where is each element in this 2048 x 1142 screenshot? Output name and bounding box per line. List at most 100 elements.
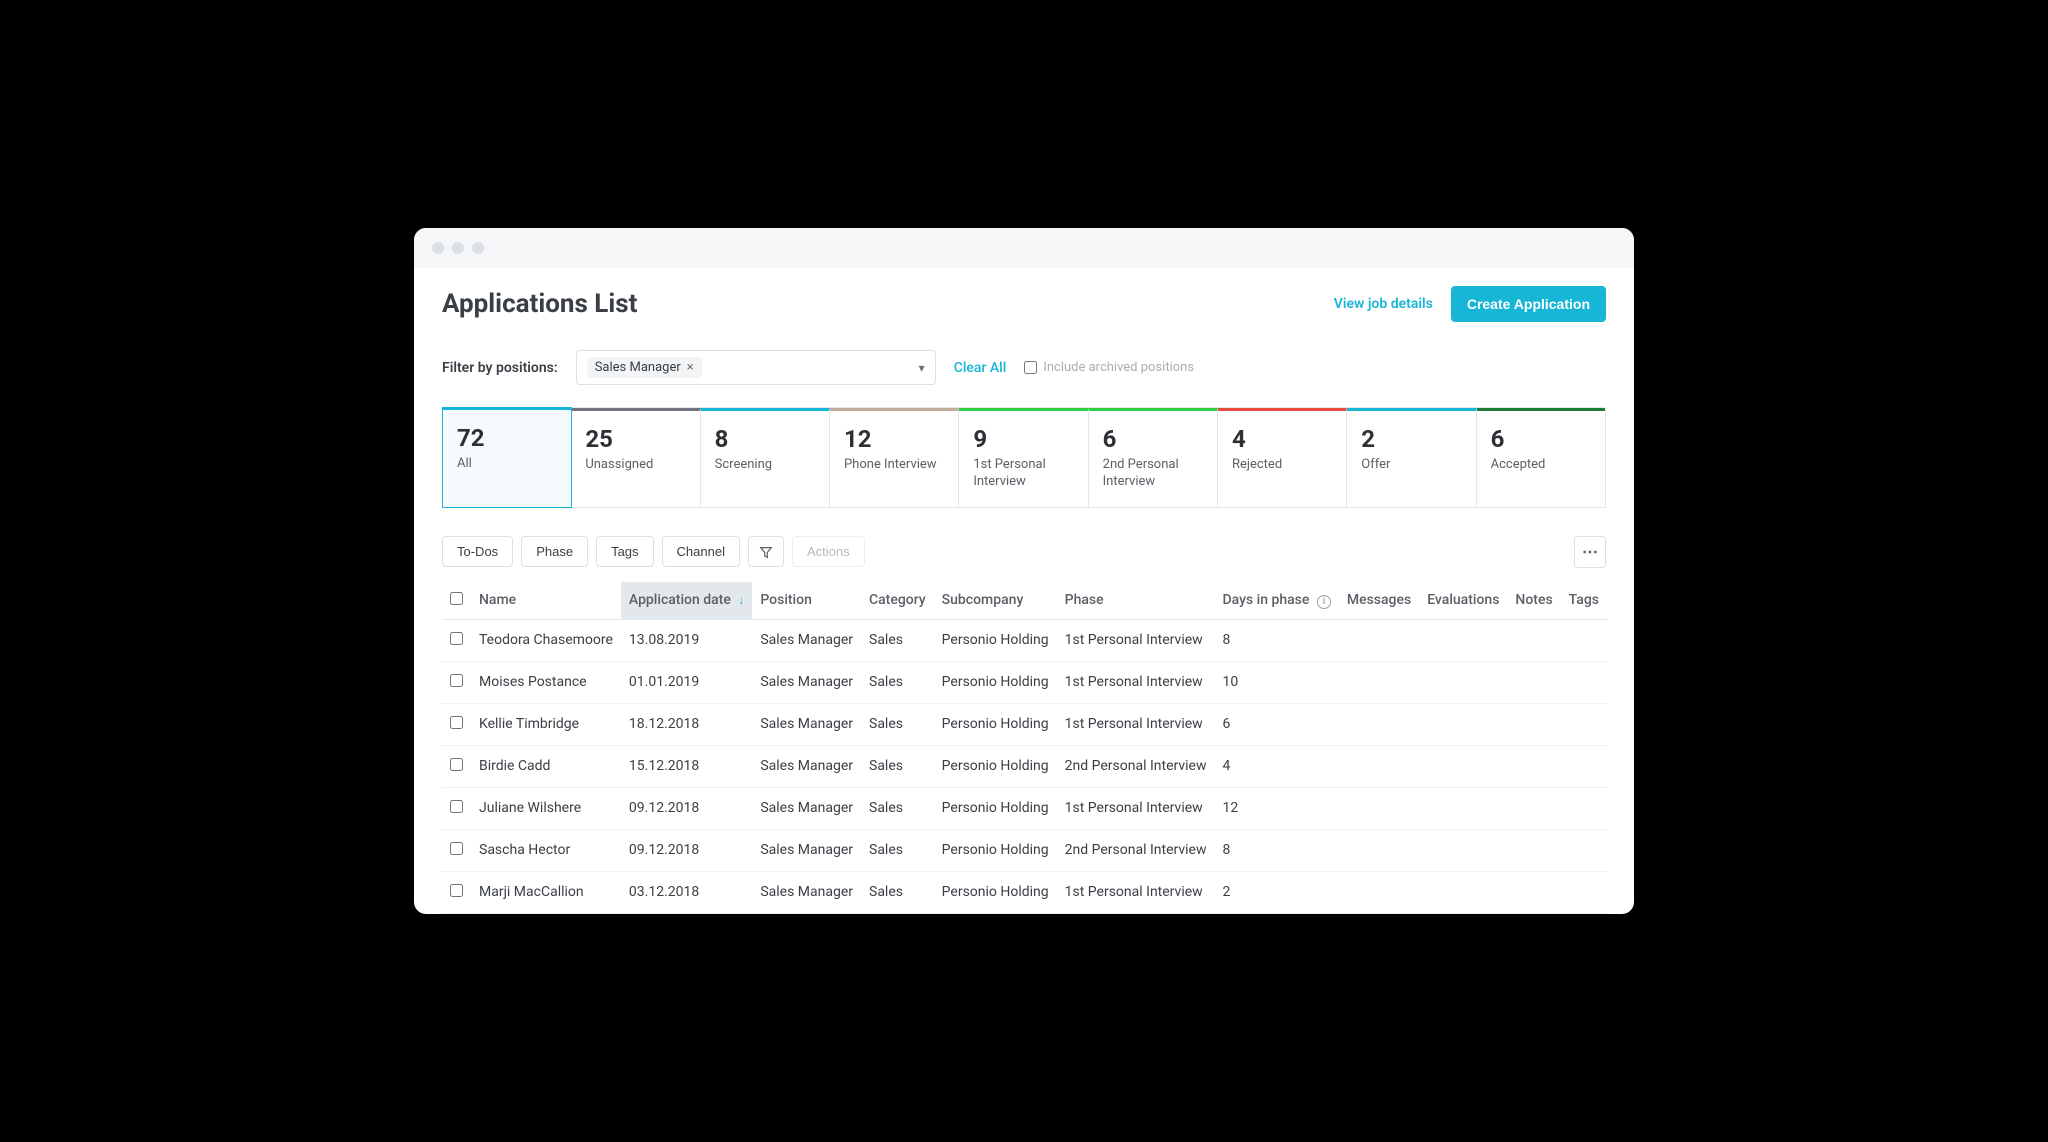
filter-label: Filter by positions: xyxy=(442,360,558,376)
stage-count: 6 xyxy=(1491,425,1591,453)
traffic-light-zoom[interactable] xyxy=(472,242,484,254)
row-checkbox[interactable] xyxy=(450,884,463,897)
stage-count: 72 xyxy=(457,424,557,452)
cell-phase: 1st Personal Interview xyxy=(1057,871,1215,913)
col-subcompany[interactable]: Subcompany xyxy=(934,582,1057,620)
col-tags[interactable]: Tags xyxy=(1561,582,1607,620)
stage-label: Rejected xyxy=(1232,457,1332,474)
content-area: Applications List View job details Creat… xyxy=(414,268,1634,914)
stage-tab[interactable]: 12Phone Interview xyxy=(830,408,959,507)
filter-channel-button[interactable]: Channel xyxy=(662,536,740,567)
row-checkbox[interactable] xyxy=(450,632,463,645)
row-checkbox[interactable] xyxy=(450,716,463,729)
table-row[interactable]: Sascha Hector09.12.2018Sales ManagerSale… xyxy=(442,829,1607,871)
cell-tags xyxy=(1561,787,1607,829)
header-actions: View job details Create Application xyxy=(1334,286,1606,322)
cell-position: Sales Manager xyxy=(752,703,861,745)
col-category[interactable]: Category xyxy=(861,582,934,620)
cell-position: Sales Manager xyxy=(752,829,861,871)
view-job-details-link[interactable]: View job details xyxy=(1334,296,1433,312)
stage-count: 12 xyxy=(844,425,944,453)
cell-tags xyxy=(1561,703,1607,745)
traffic-light-close[interactable] xyxy=(432,242,444,254)
cell-subcompany: Personio Holding xyxy=(934,745,1057,787)
stage-tab[interactable]: 25Unassigned xyxy=(571,408,700,507)
cell-notes xyxy=(1507,703,1560,745)
stage-count: 2 xyxy=(1361,425,1461,453)
cell-messages xyxy=(1339,661,1419,703)
cell-days: 2 xyxy=(1215,871,1339,913)
col-messages[interactable]: Messages xyxy=(1339,582,1419,620)
select-all-header[interactable] xyxy=(442,582,471,620)
stage-tab[interactable]: 8Screening xyxy=(701,408,830,507)
stage-tab[interactable]: 6Accepted xyxy=(1477,408,1605,507)
cell-tags xyxy=(1561,745,1607,787)
position-filter-select[interactable]: Sales Manager × ▾ xyxy=(576,350,936,385)
filter-todos-button[interactable]: To-Dos xyxy=(442,536,513,567)
col-application-date[interactable]: Application date ↓ xyxy=(621,582,752,620)
col-phase[interactable]: Phase xyxy=(1057,582,1215,620)
col-evaluations[interactable]: Evaluations xyxy=(1419,582,1507,620)
stage-tab[interactable]: 62nd Personal Interview xyxy=(1089,408,1218,507)
select-all-checkbox[interactable] xyxy=(450,592,463,605)
stage-count: 4 xyxy=(1232,425,1332,453)
cell-evaluations xyxy=(1419,871,1507,913)
funnel-icon xyxy=(759,545,773,559)
cell-evaluations xyxy=(1419,703,1507,745)
cell-phase: 1st Personal Interview xyxy=(1057,703,1215,745)
filter-tags-button[interactable]: Tags xyxy=(596,536,653,567)
cell-position: Sales Manager xyxy=(752,745,861,787)
cell-notes xyxy=(1507,787,1560,829)
include-archived-checkbox[interactable]: Include archived positions xyxy=(1024,360,1194,375)
cell-name: Marji MacCallion xyxy=(471,871,621,913)
more-options-button[interactable]: ⋯ xyxy=(1574,536,1606,568)
cell-notes xyxy=(1507,661,1560,703)
position-chip: Sales Manager × xyxy=(587,357,702,378)
cell-position: Sales Manager xyxy=(752,619,861,661)
position-chip-remove[interactable]: × xyxy=(687,360,694,375)
filter-icon-button[interactable] xyxy=(748,536,784,567)
cell-messages xyxy=(1339,703,1419,745)
cell-name: Birdie Cadd xyxy=(471,745,621,787)
cell-subcompany: Personio Holding xyxy=(934,703,1057,745)
stage-tab[interactable]: 91st Personal Interview xyxy=(959,408,1088,507)
stage-tab[interactable]: 72All xyxy=(442,407,572,508)
table-row[interactable]: Moises Postance01.01.2019Sales ManagerSa… xyxy=(442,661,1607,703)
row-checkbox[interactable] xyxy=(450,842,463,855)
cell-evaluations xyxy=(1419,661,1507,703)
col-days[interactable]: Days in phase i xyxy=(1215,582,1339,620)
row-checkbox[interactable] xyxy=(450,758,463,771)
row-checkbox[interactable] xyxy=(450,674,463,687)
col-name[interactable]: Name xyxy=(471,582,621,620)
include-archived-input[interactable] xyxy=(1024,361,1037,374)
cell-name: Juliane Wilshere xyxy=(471,787,621,829)
traffic-light-minimize[interactable] xyxy=(452,242,464,254)
row-checkbox[interactable] xyxy=(450,800,463,813)
stage-tab[interactable]: 4 Rejected xyxy=(1218,408,1347,507)
cell-name: Sascha Hector xyxy=(471,829,621,871)
table-row[interactable]: Birdie Cadd15.12.2018Sales ManagerSalesP… xyxy=(442,745,1607,787)
table-row[interactable]: Kellie Timbridge18.12.2018Sales ManagerS… xyxy=(442,703,1607,745)
applications-table: Name Application date ↓ Position Categor… xyxy=(442,582,1607,914)
cell-category: Sales xyxy=(861,787,934,829)
filter-row: Filter by positions: Sales Manager × ▾ C… xyxy=(442,350,1606,385)
info-icon[interactable]: i xyxy=(1317,595,1331,609)
cell-category: Sales xyxy=(861,661,934,703)
table-row[interactable]: Juliane Wilshere09.12.2018Sales ManagerS… xyxy=(442,787,1607,829)
cell-category: Sales xyxy=(861,871,934,913)
stage-tab[interactable]: 2Offer xyxy=(1347,408,1476,507)
cell-date: 09.12.2018 xyxy=(621,787,752,829)
create-application-button[interactable]: Create Application xyxy=(1451,286,1606,322)
cell-position: Sales Manager xyxy=(752,871,861,913)
table-row[interactable]: Teodora Chasemoore13.08.2019Sales Manage… xyxy=(442,619,1607,661)
stage-count: 25 xyxy=(585,425,685,453)
col-position[interactable]: Position xyxy=(752,582,861,620)
col-notes[interactable]: Notes xyxy=(1507,582,1560,620)
clear-all-link[interactable]: Clear All xyxy=(954,360,1007,376)
cell-name: Moises Postance xyxy=(471,661,621,703)
cell-evaluations xyxy=(1419,829,1507,871)
cell-messages xyxy=(1339,619,1419,661)
table-row[interactable]: Marji MacCallion03.12.2018Sales ManagerS… xyxy=(442,871,1607,913)
cell-name: Teodora Chasemoore xyxy=(471,619,621,661)
filter-phase-button[interactable]: Phase xyxy=(521,536,588,567)
